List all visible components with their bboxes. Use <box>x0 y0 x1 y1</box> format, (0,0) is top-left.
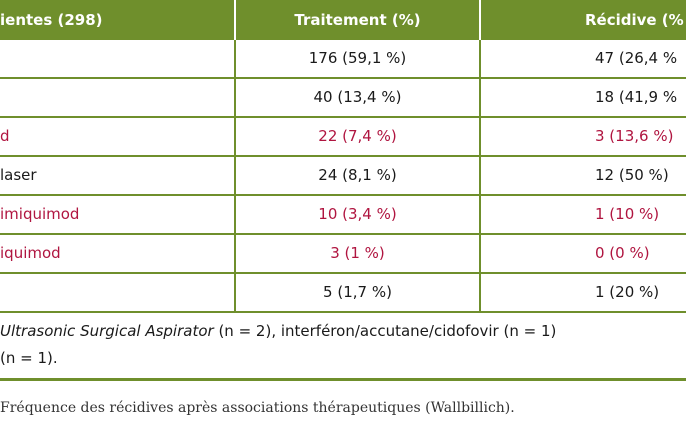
header-separator <box>234 0 236 40</box>
table-cell: imiquimod <box>0 205 80 223</box>
table-row: d 22 (7,4 %) 3 (13,6 %) <box>0 118 686 157</box>
table-cell: iquimod <box>0 244 61 262</box>
table-cell: 1 (10 %) <box>595 205 660 223</box>
table-cell: 176 (59,1 %) <box>308 49 407 67</box>
table-cell: 40 (13,4 %) <box>313 88 402 106</box>
table-cell: 3 (1 %) <box>330 244 385 262</box>
table-row: 40 (13,4 %) 18 (41,9 % <box>0 79 686 118</box>
column-separator <box>479 40 481 313</box>
table-cell: 12 (50 %) <box>595 166 669 184</box>
table-row: 176 (59,1 %) 47 (26,4 % <box>0 40 686 79</box>
table-cell: 3 (13,6 %) <box>595 127 674 145</box>
footnote-line: Ultrasonic Surgical Aspirator (n = 2), i… <box>0 322 686 340</box>
table-cell: 47 (26,4 % <box>595 49 678 67</box>
table-row: 5 (1,7 %) 1 (20 %) <box>0 274 686 313</box>
header-cell: Traitement (%) <box>294 11 421 29</box>
table-cell: 0 (0 %) <box>595 244 650 262</box>
header-cell: Récidive (% <box>585 11 684 29</box>
table-cell: 18 (41,9 % <box>595 88 678 106</box>
table-cell: d <box>0 127 10 145</box>
footnote-text: (n = 2), interféron/accutane/cidofovir (… <box>213 322 557 340</box>
header-separator <box>479 0 481 40</box>
column-separator <box>234 40 236 313</box>
table-row: imiquimod 10 (3,4 %) 1 (10 %) <box>0 196 686 235</box>
bottom-rule <box>0 378 686 381</box>
footnote-text: (n = 1). <box>0 349 58 367</box>
footnote-italic: Ultrasonic Surgical Aspirator <box>0 322 214 340</box>
table-cell: laser <box>0 166 37 184</box>
table-row: laser 24 (8,1 %) 12 (50 %) <box>0 157 686 196</box>
table-cell: 1 (20 %) <box>595 283 660 301</box>
table-header: ientes (298) Traitement (%) Récidive (% <box>0 0 686 40</box>
header-cell: ientes (298) <box>0 11 103 29</box>
footnote-line: (n = 1). <box>0 349 686 367</box>
table-cell: 5 (1,7 %) <box>323 283 392 301</box>
table-cell: 10 (3,4 %) <box>318 205 397 223</box>
caption: Fréquence des récidives après associatio… <box>0 400 515 416</box>
table-cell: 22 (7,4 %) <box>318 127 397 145</box>
table-row: iquimod 3 (1 %) 0 (0 %) <box>0 235 686 274</box>
table-cell: 24 (8,1 %) <box>318 166 397 184</box>
